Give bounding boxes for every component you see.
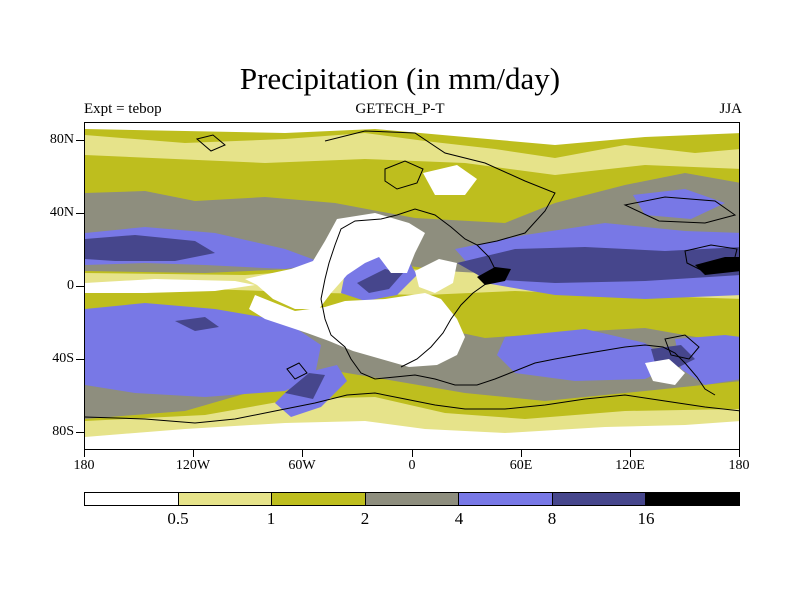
lat-tick-80n bbox=[76, 140, 84, 141]
lon-label-180e: 180 bbox=[728, 458, 750, 473]
field-white-east-gondwana bbox=[415, 259, 457, 293]
coastline-south-island bbox=[664, 334, 700, 360]
plot-title: Precipitation (in mm/day) bbox=[239, 61, 561, 96]
legend-swatch-2-to-4 bbox=[365, 493, 460, 505]
legend-swatch-0-5-to-1 bbox=[178, 493, 273, 505]
legend-label-1: 1 bbox=[266, 509, 276, 528]
lat-tick-0 bbox=[76, 286, 84, 287]
lon-label-180w: 180 bbox=[73, 458, 95, 473]
precipitation-map bbox=[84, 122, 740, 450]
lat-label-80s: 80S bbox=[52, 424, 74, 439]
lon-tick-60w bbox=[302, 450, 303, 457]
legend-label-4: 4 bbox=[454, 509, 464, 528]
experiment-label: Expt = tebop bbox=[84, 101, 162, 117]
dataset-label: GETECH_P-T bbox=[355, 101, 445, 117]
coastline-east-island bbox=[684, 244, 738, 272]
lat-label-0: 0 bbox=[67, 278, 74, 293]
field-dark-east-pacific bbox=[175, 317, 219, 331]
color-legend bbox=[84, 492, 740, 506]
field-white-australia bbox=[645, 359, 685, 385]
coastline-asia-island bbox=[623, 196, 737, 224]
lon-label-60w: 60W bbox=[288, 458, 316, 473]
field-dark-north-pacific bbox=[85, 235, 215, 261]
lon-label-0: 0 bbox=[408, 458, 416, 473]
coastline-pangea-north bbox=[320, 130, 556, 300]
field-white-antarctica bbox=[85, 421, 739, 449]
lon-tick-60e bbox=[521, 450, 522, 457]
lon-label-120w: 120W bbox=[175, 458, 211, 473]
legend-swatch-4-to-8 bbox=[459, 493, 553, 505]
lat-label-40s: 40S bbox=[52, 351, 74, 366]
lon-label-60e: 60E bbox=[509, 458, 533, 473]
legend-swatch-8-to-16 bbox=[552, 493, 647, 505]
lon-tick-180w bbox=[84, 450, 85, 457]
lat-label-40n: 40N bbox=[49, 205, 74, 220]
field-dark-asia bbox=[457, 247, 739, 283]
lat-tick-40n bbox=[76, 213, 84, 214]
coastline-greenland bbox=[384, 160, 424, 190]
lat-label-80n: 80N bbox=[49, 132, 74, 147]
lon-tick-180e bbox=[739, 450, 740, 457]
field-white-gondwana bbox=[249, 293, 465, 367]
lon-tick-0 bbox=[412, 450, 413, 457]
lon-tick-120e bbox=[630, 450, 631, 457]
coastlines bbox=[85, 130, 739, 424]
field-white-pangea bbox=[245, 213, 425, 309]
legend-swatch-below-0-5 bbox=[85, 493, 179, 505]
field-blue-indian bbox=[497, 329, 675, 381]
map-canvas bbox=[85, 123, 739, 449]
field-dark-africa bbox=[357, 269, 403, 293]
lat-tick-40s bbox=[76, 359, 84, 360]
field-dark-south-atlantic bbox=[285, 373, 325, 399]
coastline-pangea-south bbox=[320, 298, 716, 396]
coastline-antarctica bbox=[85, 392, 739, 424]
legend-label-16: 16 bbox=[637, 509, 655, 528]
field-white-equatorial bbox=[85, 279, 255, 293]
coastline-tethys bbox=[400, 244, 496, 368]
field-blue-southwest-pacific bbox=[675, 335, 739, 385]
field-white-arctic bbox=[85, 123, 739, 145]
legend-label-8: 8 bbox=[547, 509, 557, 528]
legend-label-0-5: 0.5 bbox=[167, 509, 189, 528]
legend-swatch-above-16 bbox=[646, 493, 740, 505]
coastline-small-north bbox=[195, 134, 226, 152]
coastline-small-south bbox=[286, 362, 308, 380]
field-blue-north-patch bbox=[633, 189, 725, 219]
legend-swatch-1-to-2 bbox=[272, 493, 366, 505]
field-black-asia bbox=[477, 267, 511, 285]
lon-tick-120w bbox=[193, 450, 194, 457]
season-label: JJA bbox=[719, 101, 742, 117]
lat-tick-80s bbox=[76, 432, 84, 433]
field-low-arctic bbox=[85, 133, 739, 175]
field-blue-south-pacific bbox=[85, 303, 321, 397]
legend-label-2: 2 bbox=[360, 509, 370, 528]
lon-label-120e: 120E bbox=[615, 458, 645, 473]
field-white-siberia bbox=[423, 165, 477, 195]
